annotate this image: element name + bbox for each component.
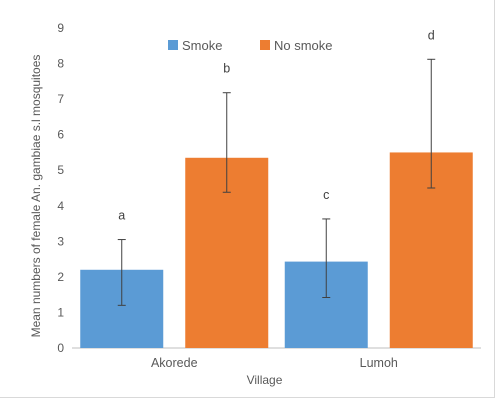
- y-tick-label: 1: [57, 305, 64, 319]
- y-tick-label: 8: [57, 57, 64, 71]
- legend: Smoke No smoke: [168, 38, 333, 53]
- y-axis-title-group: Mean numbers of female An. gambiae s.l m…: [29, 55, 43, 338]
- y-tick-label: 5: [57, 163, 64, 177]
- legend-label-no-smoke: No smoke: [274, 38, 333, 53]
- y-tick-label: 0: [57, 341, 64, 355]
- significance-letter: a: [118, 209, 125, 223]
- significance-letter: d: [428, 28, 435, 42]
- x-tick-label: Lumoh: [360, 356, 398, 370]
- y-tick-label: 4: [57, 199, 64, 213]
- y-tick-label: 9: [57, 21, 64, 35]
- significance-letter: b: [223, 62, 230, 76]
- significance-letter: c: [323, 188, 329, 202]
- x-axis-title: Village: [247, 373, 283, 387]
- x-tick-label: Akorede: [151, 356, 198, 370]
- legend-swatch-smoke: [168, 40, 178, 50]
- y-tick-label: 7: [57, 92, 64, 106]
- y-tick-label: 3: [57, 234, 64, 248]
- y-tick-label: 2: [57, 270, 64, 284]
- y-axis-title: Mean numbers of female An. gambiae s.l m…: [29, 55, 43, 338]
- plot-area: 0 1 2 3 4 5 6 7 8 9 a b Akorede c d Lumoh: [57, 21, 481, 370]
- legend-label-smoke: Smoke: [182, 38, 222, 53]
- y-tick-label: 6: [57, 128, 64, 142]
- legend-swatch-no-smoke: [260, 40, 270, 50]
